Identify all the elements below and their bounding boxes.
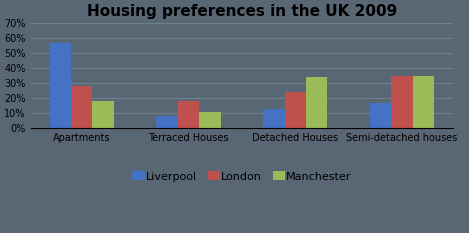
Bar [50, 43, 71, 128]
Bar [413, 76, 434, 128]
Bar [92, 101, 114, 128]
Bar [263, 109, 285, 128]
Bar [157, 116, 178, 128]
Bar [178, 101, 199, 128]
Bar [306, 77, 327, 128]
Title: Housing preferences in the UK 2009: Housing preferences in the UK 2009 [87, 4, 397, 19]
Legend: Liverpool, London, Manchester: Liverpool, London, Manchester [128, 168, 356, 186]
Bar [370, 103, 391, 128]
Bar [391, 76, 413, 128]
Bar [199, 112, 220, 128]
Bar [71, 86, 92, 128]
Bar [285, 92, 306, 128]
